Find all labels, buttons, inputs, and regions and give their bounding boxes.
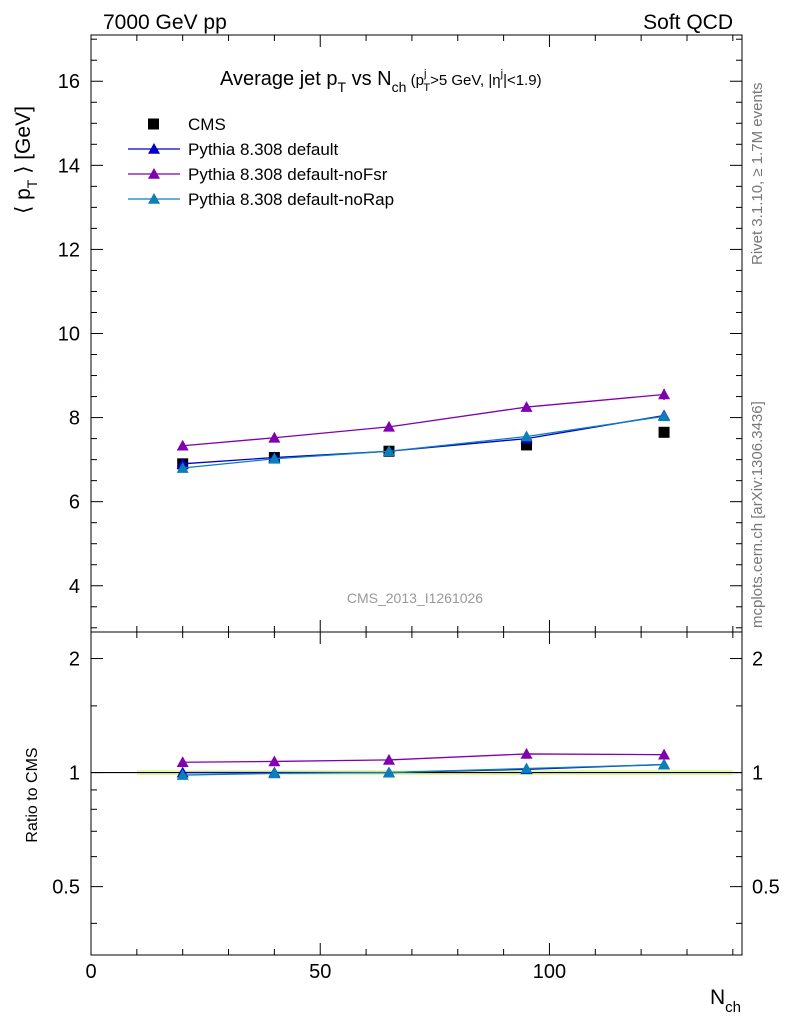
ratio-y-axis-label: Ratio to CMS: [24, 747, 41, 842]
ratio-y-tick-label: 1: [69, 763, 80, 785]
legend-label: Pythia 8.308 default-noFsr: [188, 165, 388, 184]
category-label: Soft QCD: [643, 11, 733, 34]
ratio-series-point: [176, 756, 189, 768]
y-tick-label: 6: [69, 492, 80, 514]
ratio-series-point: [382, 753, 395, 765]
series-point: [268, 452, 281, 464]
x-axis-label: Nch: [710, 986, 741, 1016]
x-tick-label: 100: [533, 961, 566, 983]
legend-label: Pythia 8.308 default-noRap: [188, 190, 394, 209]
cms-data-point: [521, 439, 533, 451]
legend-marker-cms: [148, 118, 159, 130]
series-point: [176, 439, 189, 451]
y-tick-label: 14: [58, 155, 80, 177]
x-tick-label: 50: [309, 961, 331, 983]
series-point: [658, 410, 671, 422]
ratio-series-point: [268, 767, 281, 779]
series-point: [268, 431, 281, 443]
ratio-frame: [90, 631, 743, 956]
energy-label: 7000 GeV pp: [103, 11, 227, 34]
series-point: [382, 445, 395, 457]
rivet-side-label: Rivet 3.1.10, ≥ 1.7M events: [749, 83, 766, 266]
ratio-series-point: [658, 758, 671, 770]
main-panel: 4 6 8 10 12 14 16: [58, 34, 743, 633]
ratio-panel: 0 50 100 0.5 0.5 1 1 2 2: [52, 631, 780, 983]
y-tick-label: 10: [58, 324, 80, 346]
ratio-series-point: [520, 747, 533, 759]
y-axis-label: ⟨ pT ⟩ [GeV]: [12, 106, 40, 214]
ratio-series-point: [382, 766, 395, 778]
ratio-series-line: [182, 753, 665, 763]
legend-marker: [148, 168, 160, 179]
ratio-y-tick-label-right: 0.5: [752, 877, 780, 899]
y-tick-label: 8: [69, 408, 80, 430]
legend-marker: [148, 143, 160, 154]
series-point: [382, 420, 395, 432]
mcplots-side-label: mcplots.cern.ch [arXiv:1306.3436]: [749, 401, 766, 628]
legend-label: Pythia 8.308 default: [188, 140, 339, 159]
cms-data-point: [658, 426, 670, 438]
chart-title: Average jet pT vs Nch (pj T>5 GeV, |ηj|<1…: [220, 68, 542, 95]
ratio-y-tick-label-right: 1: [752, 763, 763, 785]
series-point: [520, 401, 533, 412]
y-tick-label: 12: [58, 239, 80, 261]
ratio-series-point: [658, 748, 671, 760]
series-point: [520, 430, 533, 442]
ratio-series-point: [176, 769, 189, 780]
series-line: [182, 415, 665, 469]
ratio-series-point: [520, 762, 533, 774]
ratio-series-point: [268, 755, 281, 767]
legend-label: CMS: [188, 115, 226, 134]
x-tick-label: 0: [85, 961, 96, 983]
y-tick-label: 4: [69, 576, 80, 598]
legend: CMS Pythia 8.308 default Pythia 8.308 defa…: [128, 115, 394, 209]
legend-marker: [148, 193, 160, 204]
analysis-id: CMS_2013_I1261026: [347, 590, 483, 606]
ratio-y-tick-label-right: 2: [752, 649, 763, 671]
series-line: [182, 393, 665, 447]
series-point: [176, 462, 189, 473]
ratio-y-tick-label: 0.5: [52, 877, 80, 899]
ratio-y-tick-label: 2: [69, 649, 80, 671]
y-tick-label: 16: [58, 71, 80, 93]
